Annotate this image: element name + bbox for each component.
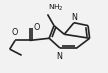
Text: O: O [34, 23, 40, 32]
Text: N: N [56, 52, 62, 61]
Text: NH$_2$: NH$_2$ [48, 3, 64, 13]
Text: O: O [11, 28, 18, 37]
Text: N: N [71, 13, 77, 22]
